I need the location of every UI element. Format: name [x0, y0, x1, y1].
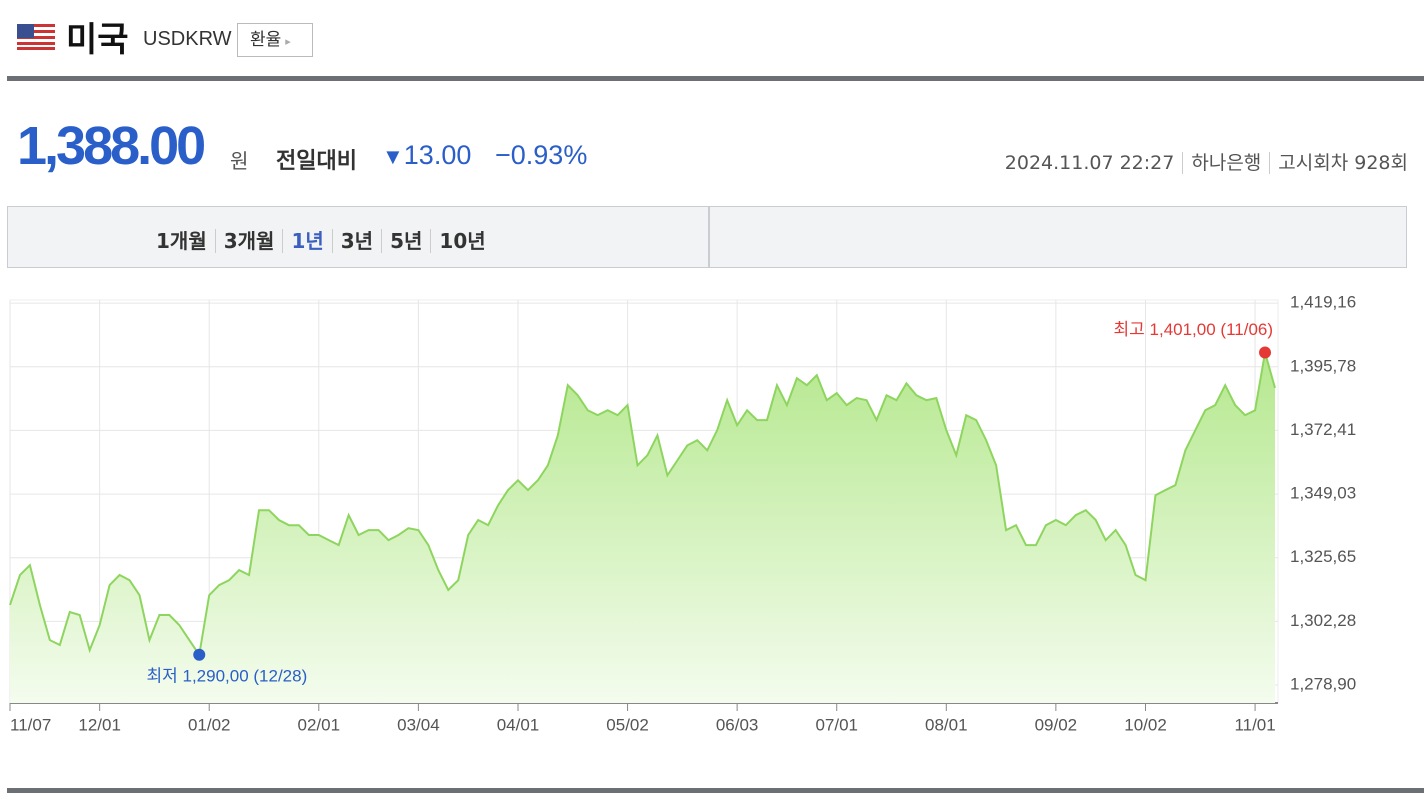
x-tick-label: 07/01: [815, 715, 858, 734]
low-label: 최저 1,290,00 (12/28): [146, 666, 307, 685]
tab[interactable]: 5년: [381, 229, 431, 253]
x-tick-label: 01/02: [188, 715, 231, 734]
round: 고시회차 928회: [1269, 152, 1408, 174]
change-pct: −0.93%: [495, 140, 588, 170]
x-tick-label: 05/02: [606, 715, 649, 734]
y-tick-label: 1,349,03: [1290, 484, 1356, 503]
currency-code: USDKRW: [143, 28, 232, 50]
x-tick-label: 10/02: [1124, 715, 1167, 734]
change: 13.00: [382, 140, 472, 171]
x-tick-label: 08/01: [925, 715, 968, 734]
x-tick-label: 02/01: [298, 715, 341, 734]
high-label: 최고 1,401,00 (11/06): [1114, 320, 1274, 339]
divider: [7, 788, 1424, 793]
tab[interactable]: 10년: [430, 229, 494, 253]
tab-bar: 1개월 3개월 1년 3년 5년 10년: [7, 206, 1407, 268]
x-tick-label: 06/03: [716, 715, 759, 734]
area: [10, 352, 1275, 703]
y-tick-label: 1,395,78: [1290, 356, 1356, 375]
y-tick-label: 1,419,16: [1290, 293, 1356, 312]
price-unit: 원: [230, 149, 249, 173]
tab[interactable]: 3년: [331, 229, 382, 253]
country: 미국: [66, 20, 129, 60]
x-tick-label: 03/04: [397, 715, 440, 734]
high-point: [1259, 346, 1272, 359]
change-label: 전일대비: [276, 149, 357, 174]
exchange-button[interactable]: 환율: [237, 23, 313, 57]
y-tick-label: 1,325,65: [1290, 547, 1356, 566]
low-point: [193, 648, 206, 661]
x-tick-label: 04/01: [497, 715, 540, 734]
y-tick-label: 1,278,90: [1290, 675, 1356, 694]
bank: 하나은행: [1182, 152, 1262, 174]
line: [9, 352, 1276, 658]
price: 1,388.00: [17, 116, 206, 176]
date: 2024.11.07 22:27: [1004, 152, 1175, 174]
meta: 2024.11.07 22:27 하나은행 고시회차 928회: [1005, 148, 1408, 175]
tab[interactable]: 3개월: [214, 229, 283, 253]
x-tick-label: 09/02: [1035, 715, 1078, 734]
x-tick-label: 11/07: [10, 715, 51, 734]
tab[interactable]: 1년: [282, 229, 332, 253]
flag: [17, 24, 55, 50]
x-tick-label: 11/01: [1234, 715, 1275, 734]
tab[interactable]: 1개월: [156, 229, 207, 253]
divider: [7, 76, 1424, 81]
y-tick-label: 1,302,28: [1290, 611, 1356, 630]
x-tick-label: 12/01: [78, 715, 121, 734]
chart: 1,419,16 1,395,78 1,372,41 1,349,03 1,325,65…: [9, 293, 1356, 734]
y-tick-label: 1,372,41: [1290, 420, 1356, 439]
